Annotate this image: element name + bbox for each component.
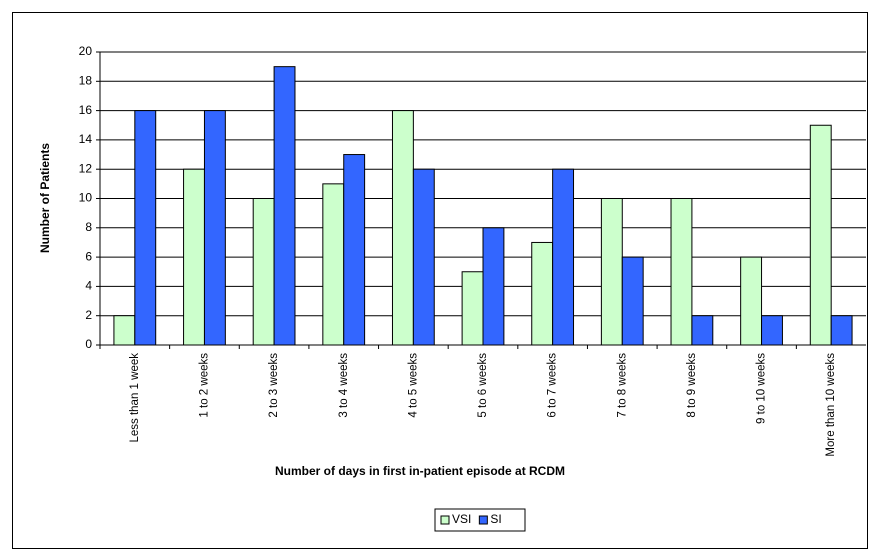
y-tick-label: 12 [79,161,93,175]
bar [412,168,435,346]
y-tick-label: 4 [85,279,92,293]
legend-label: SI [490,512,501,526]
bar [621,256,644,346]
y-tick-label: 18 [79,73,93,87]
y-tick-label: 6 [85,249,92,263]
bar [273,66,296,346]
x-tick-label: More than 10 weeks [825,353,837,457]
y-tick-label: 14 [79,132,93,146]
bar [600,198,623,346]
y-tick-label: 20 [79,44,93,58]
bar [809,124,832,346]
bar [740,256,763,346]
y-axis-title: Number of Patients [38,143,52,253]
bar [461,271,484,346]
bar [322,183,345,346]
bar [113,315,136,346]
x-axis-title: Number of days in first in-patient episo… [275,464,565,478]
x-tick-label: 4 to 5 weeks [407,353,419,418]
bar [252,198,275,346]
x-tick-label: 6 to 7 weeks [547,353,559,418]
bar [482,227,505,346]
y-tick-label: 2 [85,308,92,322]
bar [830,315,853,346]
y-tick-label: 0 [85,337,92,351]
bar [531,241,554,346]
x-tick-label: 1 to 2 weeks [198,353,210,418]
legend-swatch [440,515,450,525]
x-tick-label: 5 to 6 weeks [477,353,489,418]
x-tick-label: 7 to 8 weeks [616,353,628,418]
y-tick-label: 10 [79,191,93,205]
y-tick-label: 8 [85,220,92,234]
bar [343,154,366,346]
x-tick-label: 9 to 10 weeks [756,353,768,424]
bar [552,168,575,346]
bar [391,110,414,346]
legend-swatch [478,515,488,525]
x-tick-label: 8 to 9 weeks [686,353,698,418]
bar [761,315,783,346]
y-tick-label: 16 [79,103,93,117]
bar [691,315,714,346]
bar [183,168,205,346]
bar [670,198,693,346]
bar [203,110,226,346]
x-tick-label: 3 to 4 weeks [338,353,350,418]
x-tick-label: Less than 1 week [129,353,141,443]
bar [134,110,157,346]
legend-label: VSI [452,512,471,526]
x-tick-label: 2 to 3 weeks [268,353,280,418]
